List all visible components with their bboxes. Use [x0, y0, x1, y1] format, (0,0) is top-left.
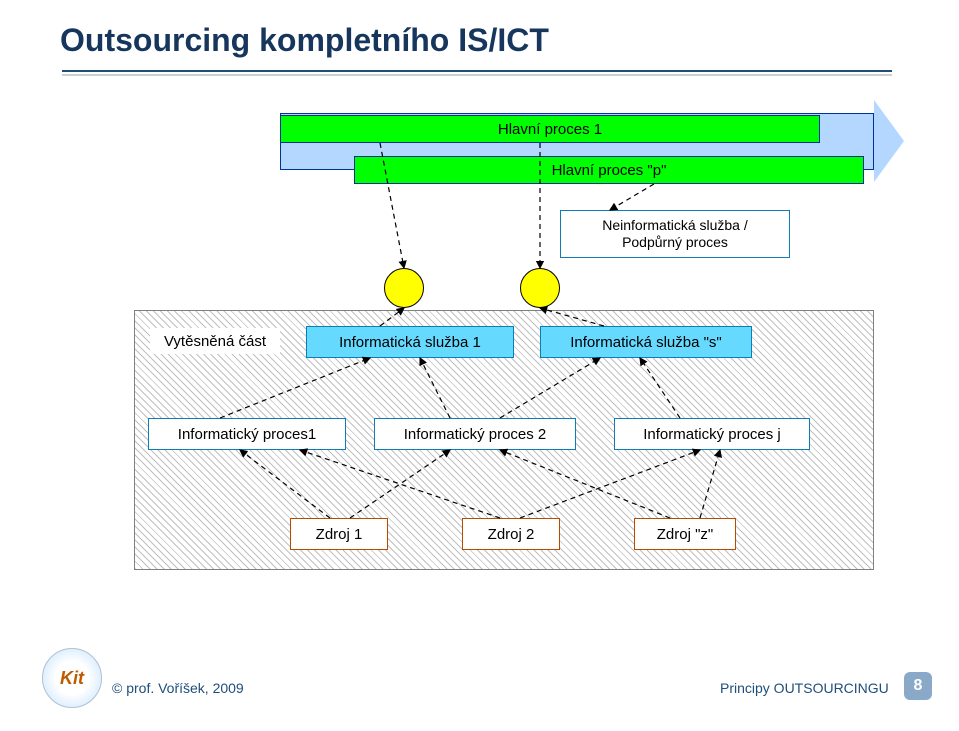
logo-text: Kit	[60, 668, 84, 689]
service-box-is1: Informatická služba 1	[306, 326, 514, 358]
arrow-head	[874, 100, 904, 182]
it-process-box-j-label: Informatický proces j	[643, 426, 781, 443]
it-process-box-2: Informatický proces 2	[374, 418, 576, 450]
resource-box-z: Zdroj "z"	[634, 518, 736, 550]
page-title: Outsourcing kompletního IS/ICT	[60, 22, 549, 59]
it-process-box-1-label: Informatický proces1	[178, 426, 316, 443]
resource-box-2-label: Zdroj 2	[488, 526, 535, 543]
it-process-box-j: Informatický proces j	[614, 418, 810, 450]
resource-box-1: Zdroj 1	[290, 518, 388, 550]
it-process-box-2-label: Informatický proces 2	[404, 426, 547, 443]
page-number: 8	[914, 677, 923, 695]
process-box-hp1: Hlavní proces 1	[280, 115, 820, 143]
resource-box-z-label: Zdroj "z"	[657, 526, 714, 543]
interface-circle-2	[520, 268, 560, 308]
logo: Kit	[42, 648, 102, 708]
resource-box-1-label: Zdroj 1	[316, 526, 363, 543]
page-number-badge: 8	[904, 672, 932, 700]
outsourced-label-text: Vytěsněná část	[164, 333, 266, 350]
slide: Outsourcing kompletního IS/ICT Hlavní pr…	[0, 0, 959, 731]
service-box-is1-label: Informatická služba 1	[339, 334, 481, 351]
title-underline-gray	[62, 74, 892, 76]
footer-right: Principy OUTSOURCINGU	[720, 680, 889, 696]
title-underline-blue	[62, 70, 892, 72]
outsourced-label: Vytěsněná část	[150, 328, 280, 354]
support-box-label: Neinformatická služba / Podpůrný proces	[602, 217, 748, 251]
process-box-hp1-label: Hlavní proces 1	[498, 121, 602, 138]
it-process-box-1: Informatický proces1	[148, 418, 346, 450]
resource-box-2: Zdroj 2	[462, 518, 560, 550]
service-box-iss-label: Informatická služba "s"	[570, 334, 722, 351]
support-box: Neinformatická služba / Podpůrný proces	[560, 210, 790, 258]
process-box-hpp-label: Hlavní proces "p"	[552, 162, 667, 179]
interface-circle-1	[384, 268, 424, 308]
footer-copyright: © prof. Voříšek, 2009	[112, 680, 244, 696]
process-box-hpp: Hlavní proces "p"	[354, 156, 864, 184]
service-box-iss: Informatická služba "s"	[540, 326, 752, 358]
